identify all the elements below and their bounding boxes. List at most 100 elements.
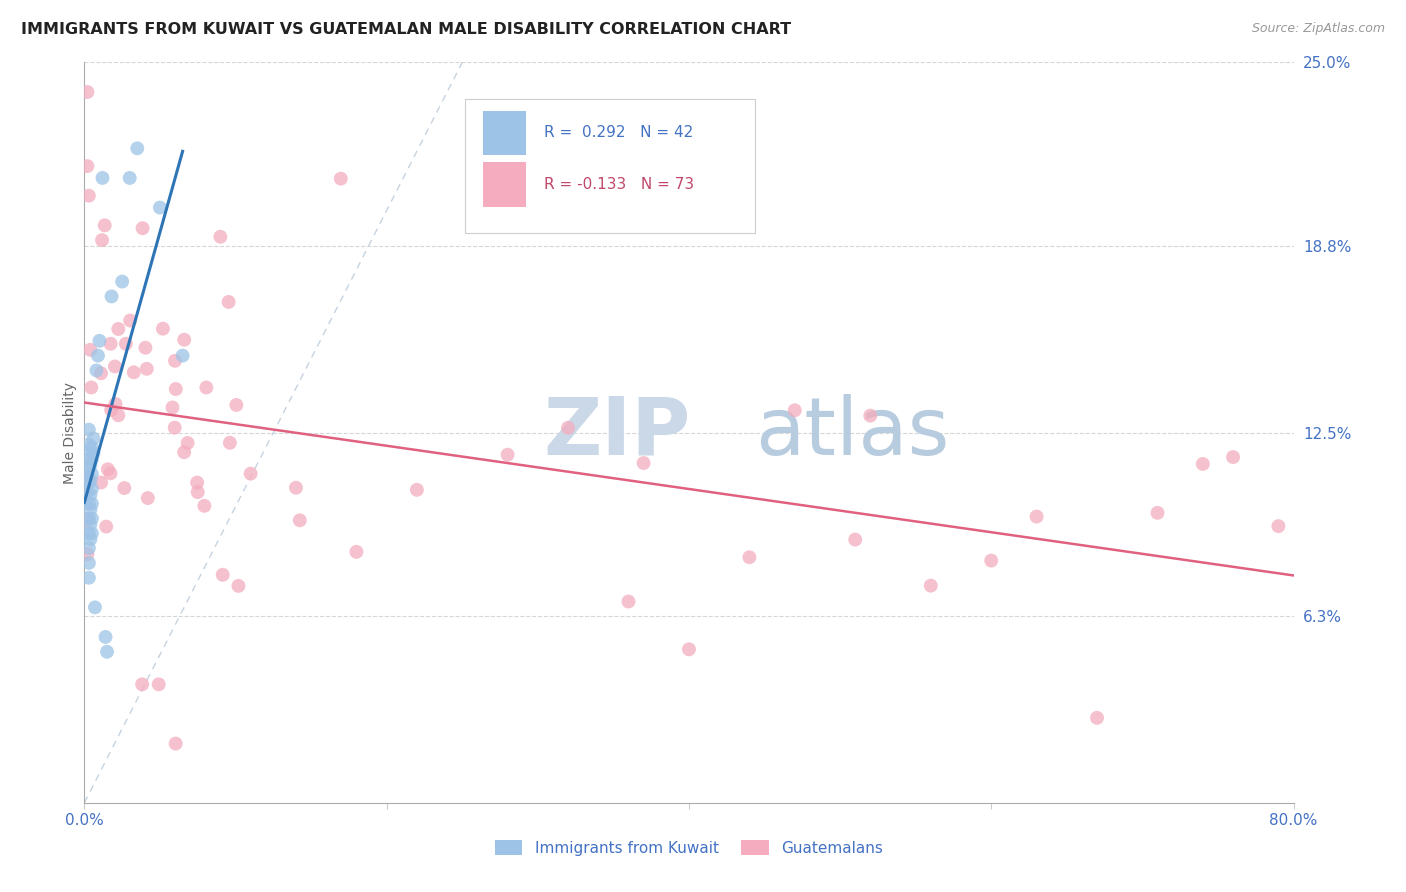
Point bbox=[82, 432, 104, 446]
Point bbox=[617, 594, 640, 608]
Point bbox=[783, 403, 806, 417]
Point bbox=[100, 467, 122, 481]
Point bbox=[77, 526, 100, 541]
Point bbox=[79, 488, 101, 502]
Point bbox=[209, 229, 232, 244]
Point bbox=[152, 321, 174, 335]
Point bbox=[148, 677, 170, 691]
Point bbox=[173, 445, 195, 459]
Point bbox=[163, 353, 186, 368]
FancyBboxPatch shape bbox=[465, 99, 755, 233]
Point bbox=[111, 275, 134, 289]
Y-axis label: Male Disability: Male Disability bbox=[63, 382, 77, 483]
Point bbox=[329, 171, 352, 186]
Point bbox=[77, 437, 100, 451]
Point bbox=[76, 85, 98, 99]
Point bbox=[1025, 509, 1047, 524]
Point bbox=[100, 289, 122, 303]
Point bbox=[87, 349, 110, 363]
Text: R = -0.133   N = 73: R = -0.133 N = 73 bbox=[544, 178, 695, 192]
Point bbox=[195, 380, 218, 394]
Point bbox=[285, 481, 308, 495]
Text: IMMIGRANTS FROM KUWAIT VS GUATEMALAN MALE DISABILITY CORRELATION CHART: IMMIGRANTS FROM KUWAIT VS GUATEMALAN MAL… bbox=[21, 22, 792, 37]
Point bbox=[79, 502, 101, 516]
Point bbox=[176, 436, 198, 450]
Text: ZIP: ZIP bbox=[544, 393, 692, 472]
Point bbox=[1222, 450, 1244, 464]
Point bbox=[225, 398, 247, 412]
Point bbox=[80, 452, 103, 467]
Point bbox=[120, 313, 142, 327]
Point bbox=[859, 409, 882, 423]
Point bbox=[100, 336, 122, 351]
Point bbox=[193, 499, 215, 513]
Point bbox=[79, 533, 101, 547]
Point bbox=[80, 441, 103, 455]
Point bbox=[165, 737, 187, 751]
Point bbox=[76, 484, 98, 499]
Point bbox=[79, 443, 101, 458]
Point bbox=[228, 579, 250, 593]
Point bbox=[104, 359, 127, 374]
Point bbox=[91, 233, 114, 247]
Point bbox=[162, 401, 184, 415]
Legend: Immigrants from Kuwait, Guatemalans: Immigrants from Kuwait, Guatemalans bbox=[489, 834, 889, 862]
Point bbox=[122, 365, 145, 379]
Point bbox=[77, 423, 100, 437]
Point bbox=[557, 421, 579, 435]
Point bbox=[76, 470, 98, 484]
Point bbox=[82, 446, 104, 460]
Point bbox=[76, 513, 98, 527]
Point bbox=[94, 630, 117, 644]
Point bbox=[163, 420, 186, 434]
Point bbox=[80, 511, 103, 525]
FancyBboxPatch shape bbox=[484, 111, 526, 155]
Point bbox=[80, 482, 103, 496]
Point bbox=[107, 322, 129, 336]
Point bbox=[738, 550, 761, 565]
Point bbox=[84, 600, 107, 615]
Point bbox=[239, 467, 262, 481]
Point bbox=[186, 475, 208, 490]
Point bbox=[80, 380, 103, 394]
Point bbox=[80, 467, 103, 481]
Point bbox=[135, 361, 157, 376]
Point bbox=[134, 341, 156, 355]
Point bbox=[346, 545, 368, 559]
Point bbox=[100, 403, 122, 417]
Point bbox=[77, 475, 100, 490]
Point bbox=[165, 382, 187, 396]
Point bbox=[127, 141, 149, 155]
Point bbox=[288, 513, 311, 527]
Point bbox=[76, 547, 98, 561]
Text: atlas: atlas bbox=[755, 393, 950, 472]
Point bbox=[80, 497, 103, 511]
Point bbox=[218, 294, 240, 309]
Point bbox=[79, 343, 101, 357]
Point bbox=[406, 483, 429, 497]
Point bbox=[118, 170, 141, 185]
Point bbox=[112, 481, 135, 495]
Point bbox=[77, 452, 100, 467]
Point bbox=[131, 677, 153, 691]
Point bbox=[89, 334, 111, 348]
Text: R =  0.292   N = 42: R = 0.292 N = 42 bbox=[544, 125, 693, 140]
Point bbox=[219, 435, 242, 450]
Point bbox=[1146, 506, 1168, 520]
Point bbox=[77, 571, 100, 585]
Point bbox=[149, 201, 172, 215]
Point bbox=[1267, 519, 1289, 533]
Point bbox=[76, 470, 98, 484]
Point bbox=[211, 567, 233, 582]
Point bbox=[920, 579, 942, 593]
Point bbox=[80, 526, 103, 541]
Point bbox=[93, 219, 115, 233]
Point bbox=[136, 491, 159, 505]
Point bbox=[77, 541, 100, 555]
Point bbox=[172, 349, 194, 363]
Point bbox=[79, 517, 101, 532]
Point bbox=[496, 448, 519, 462]
Point bbox=[77, 497, 100, 511]
Point bbox=[86, 363, 108, 377]
Point bbox=[96, 519, 118, 533]
